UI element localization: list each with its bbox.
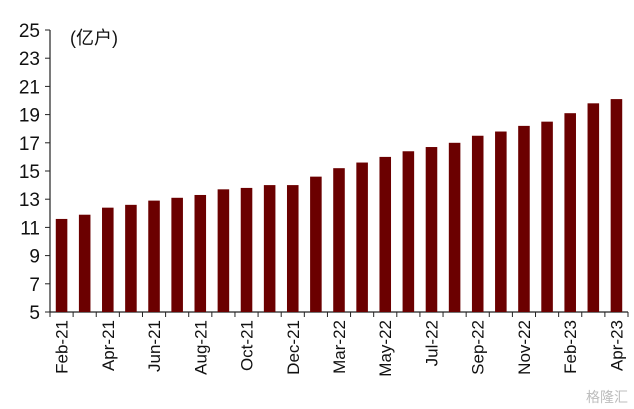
bar-Mar-22 [333, 168, 345, 312]
x-tick-label: Dec-21 [284, 320, 303, 375]
x-tick-label: Apr-21 [99, 320, 118, 371]
x-tick-label: Apr-23 [607, 320, 626, 371]
x-tick-label: Sep-22 [469, 320, 488, 375]
bar-Jul-21 [171, 197, 183, 312]
y-tick-label: 15 [19, 162, 40, 183]
bar-May-22 [379, 156, 392, 312]
y-tick-label: 17 [19, 134, 40, 155]
x-tick-label: Nov-22 [515, 320, 534, 375]
x-tick-label: Feb-21 [53, 320, 72, 374]
bar-Sep-21 [217, 189, 230, 312]
x-tick-label: Aug-21 [191, 320, 210, 375]
bar-Jun-21 [148, 200, 160, 312]
bar-Aug-22 [448, 142, 461, 312]
bar-Oct-22 [495, 131, 507, 312]
watermark: 格隆汇 [586, 390, 628, 406]
bar-Nov-22 [518, 125, 530, 312]
bar-Apr-22 [356, 162, 368, 312]
bar-Aug-21 [194, 194, 207, 312]
bar-Nov-21 [263, 185, 276, 312]
bar-Apr-23 [610, 99, 623, 312]
bar-Mar-23 [587, 103, 600, 312]
y-tick-label: 11 [20, 218, 40, 239]
bar-Feb-23 [564, 113, 576, 312]
x-tick-label: Mar-22 [330, 320, 349, 374]
y-tick-label: 13 [19, 190, 40, 211]
bar-Feb-21 [55, 218, 68, 312]
bar-Dec-21 [286, 185, 299, 312]
x-tick-label: Jul-22 [422, 320, 441, 366]
y-tick-label: 21 [19, 77, 40, 98]
bar-Jan-22 [310, 176, 322, 312]
x-tick-label: Jun-21 [145, 320, 164, 372]
y-tick-label: 7 [29, 275, 40, 296]
bars-group [55, 99, 623, 313]
x-tick-label: May-22 [376, 320, 395, 377]
y-tick-label: 25 [19, 21, 40, 42]
y-tick-label: 9 [29, 247, 40, 268]
bar-Mar-21 [78, 214, 91, 312]
y-unit-label: (亿户) [70, 28, 118, 48]
y-tick-label: 5 [29, 303, 40, 324]
x-tick-label: Oct-21 [238, 320, 257, 371]
bar-Dec-22 [541, 121, 553, 313]
y-tick-label: 23 [19, 49, 40, 70]
bar-May-21 [125, 204, 137, 312]
bar-Jun-22 [402, 151, 415, 312]
bar-Oct-21 [240, 187, 253, 312]
bar-Sep-22 [471, 135, 484, 312]
bar-Jul-22 [425, 147, 438, 312]
x-tick-label: Feb-23 [561, 320, 580, 374]
y-axis-ticks: 5 7 9 11 13 15 17 19 21 23 25 [19, 21, 50, 324]
y-tick-label: 19 [19, 106, 40, 127]
x-axis-ticks: Feb-21 Apr-21 Jun-21 Aug-21 Oct-21 Dec-21 Mar-… [49, 312, 629, 377]
bar-Apr-21 [102, 207, 114, 312]
